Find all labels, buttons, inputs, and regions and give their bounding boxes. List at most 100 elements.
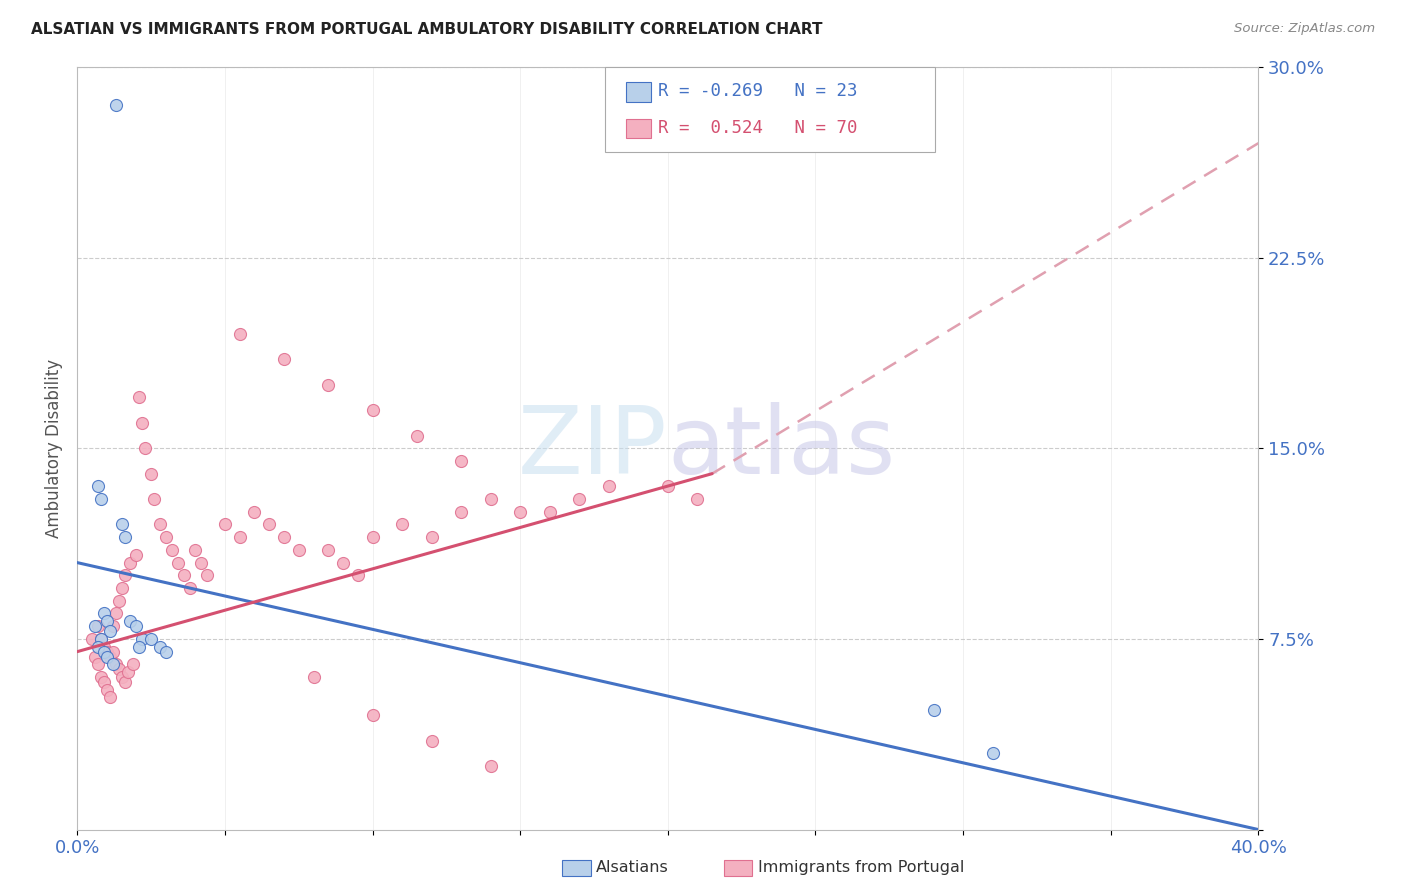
Point [479, 759, 502, 773]
Point [93, 640, 115, 654]
Point [84, 649, 107, 664]
Point [190, 556, 212, 570]
Point [96, 644, 118, 658]
Point [128, 391, 150, 405]
Point [173, 568, 195, 582]
Point [107, 662, 129, 676]
Point [111, 517, 132, 532]
Point [125, 548, 148, 562]
Point [114, 530, 136, 544]
Point [318, 377, 340, 392]
Point [243, 505, 266, 519]
Point [361, 530, 384, 544]
Point [981, 746, 1004, 760]
Point [96, 682, 118, 697]
Point [332, 556, 354, 570]
Point [120, 556, 142, 570]
Point [87, 657, 110, 672]
Point [90, 491, 112, 506]
Point [479, 491, 502, 506]
Point [93, 644, 115, 658]
Point [84, 619, 107, 633]
Point [155, 644, 177, 658]
Point [184, 542, 207, 557]
Point [346, 568, 368, 582]
Point [128, 640, 150, 654]
Point [657, 479, 679, 493]
Point [273, 352, 295, 367]
Point [179, 581, 201, 595]
Point [114, 568, 136, 582]
Point [131, 416, 153, 430]
Point [149, 640, 172, 654]
Point [406, 428, 429, 442]
Point [104, 607, 127, 621]
Point [143, 491, 166, 506]
Point [122, 657, 145, 672]
Point [98, 690, 121, 705]
Point [598, 479, 620, 493]
Point [141, 632, 163, 646]
Point [538, 505, 561, 519]
Point [273, 530, 295, 544]
Text: atlas: atlas [668, 402, 896, 494]
Point [568, 491, 591, 506]
Point [166, 556, 188, 570]
Point [155, 530, 177, 544]
Point [228, 326, 252, 341]
Point [87, 640, 110, 654]
Point [361, 708, 384, 723]
Point [509, 505, 531, 519]
Point [391, 517, 413, 532]
Point [104, 657, 127, 672]
Point [98, 649, 121, 664]
Point [195, 568, 218, 582]
Text: Source: ZipAtlas.com: Source: ZipAtlas.com [1234, 22, 1375, 36]
Point [90, 670, 112, 684]
Point [125, 619, 148, 633]
Point [82, 632, 104, 646]
Point [107, 594, 129, 608]
Point [98, 624, 121, 639]
Point [87, 479, 110, 493]
Point [131, 632, 153, 646]
Y-axis label: Ambulatory Disability: Ambulatory Disability [45, 359, 63, 538]
Point [450, 454, 472, 468]
Point [228, 530, 252, 544]
Point [117, 665, 139, 679]
Point [120, 614, 142, 628]
Point [160, 542, 183, 557]
Point [214, 517, 236, 532]
Text: ZIP: ZIP [519, 402, 668, 494]
Point [90, 632, 112, 646]
Point [104, 98, 127, 112]
Point [318, 542, 340, 557]
Text: R =  0.524   N = 70: R = 0.524 N = 70 [658, 120, 858, 137]
Point [96, 649, 118, 664]
Point [149, 517, 172, 532]
Point [922, 703, 945, 717]
Point [101, 657, 124, 672]
Point [111, 581, 132, 595]
Point [134, 441, 156, 455]
Point [101, 644, 124, 658]
Point [111, 670, 132, 684]
Text: ALSATIAN VS IMMIGRANTS FROM PORTUGAL AMBULATORY DISABILITY CORRELATION CHART: ALSATIAN VS IMMIGRANTS FROM PORTUGAL AMB… [31, 22, 823, 37]
Point [686, 491, 709, 506]
Text: Immigrants from Portugal: Immigrants from Portugal [758, 861, 965, 875]
Point [93, 607, 115, 621]
Point [114, 675, 136, 690]
Point [361, 403, 384, 417]
Point [420, 733, 443, 747]
Point [96, 614, 118, 628]
Point [101, 619, 124, 633]
Text: R = -0.269   N = 23: R = -0.269 N = 23 [658, 82, 858, 100]
Point [93, 675, 115, 690]
Point [420, 530, 443, 544]
Point [90, 632, 112, 646]
Point [302, 670, 325, 684]
Point [288, 542, 311, 557]
Point [450, 505, 472, 519]
Point [259, 517, 281, 532]
Text: Alsatians: Alsatians [596, 861, 669, 875]
